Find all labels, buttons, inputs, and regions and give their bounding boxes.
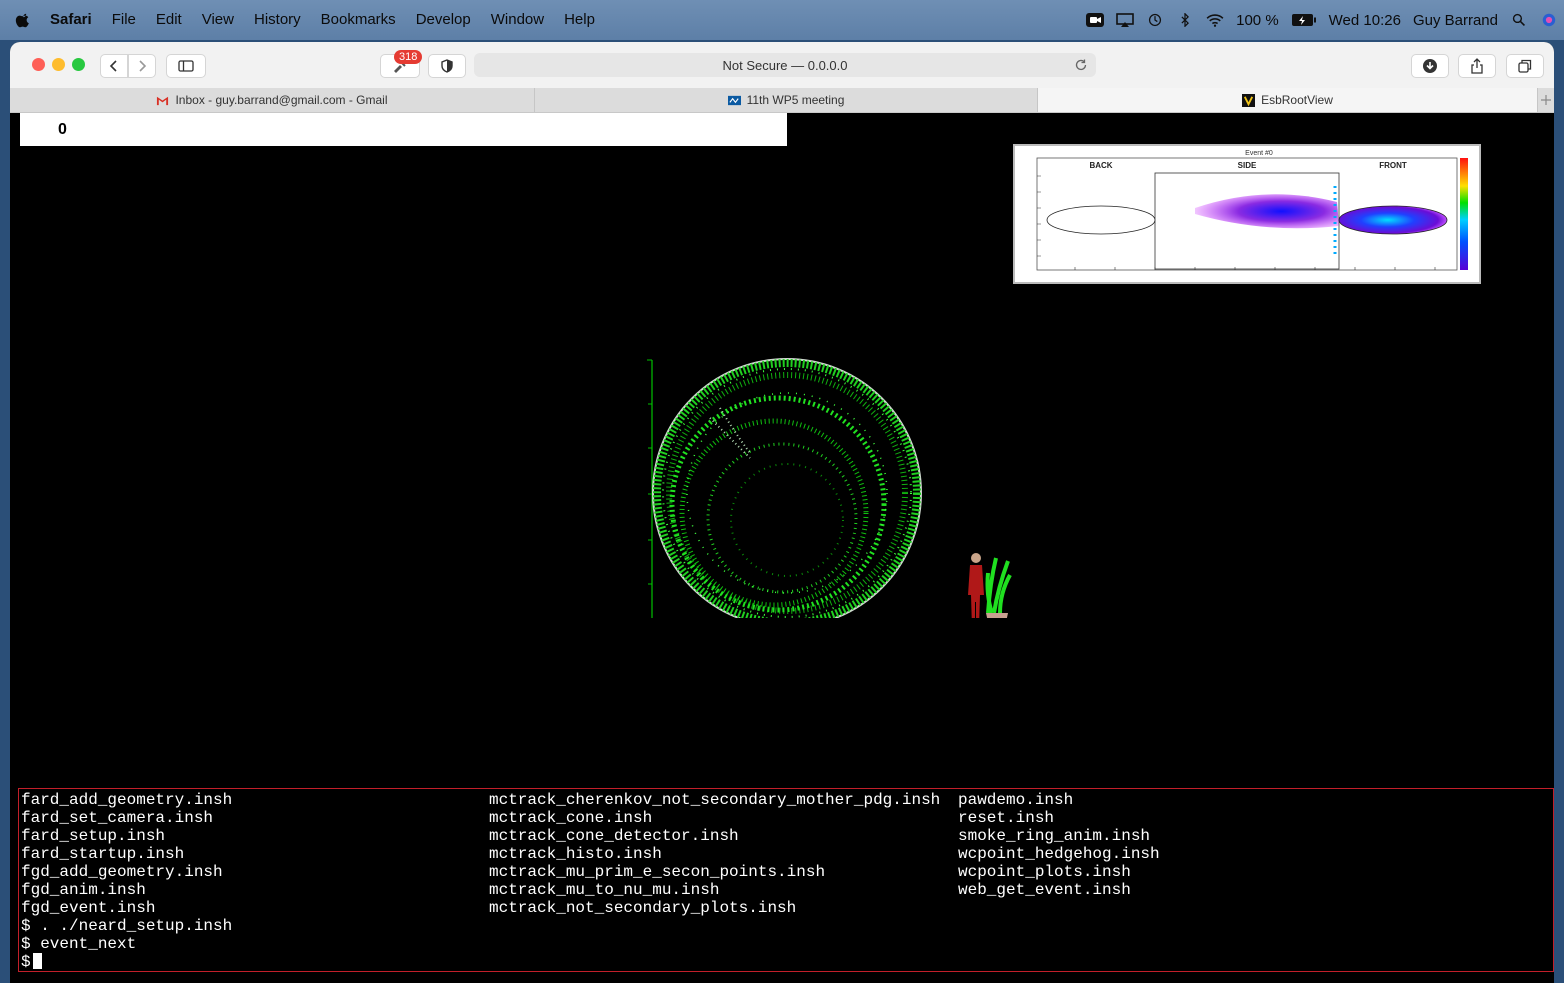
apple-icon[interactable] [14,11,32,29]
browser-toolbar: 318 Not Secure — 0.0.0.0 [10,42,1554,89]
reload-icon[interactable] [1074,58,1088,72]
menu-edit[interactable]: Edit [155,11,182,28]
terminal-file-column-2: mctrack_cherenkov_not_secondary_mother_p… [489,791,940,917]
esbrootview-icon [1242,93,1256,107]
battery-icon[interactable] [1291,13,1317,27]
file-entry: fgd_add_geometry.insh [21,863,223,881]
share-icon [1471,58,1483,74]
file-entry: mctrack_mu_to_nu_mu.insh [489,881,720,899]
terminal-prompt[interactable]: $ [21,953,232,971]
privacy-report-button[interactable] [428,54,466,78]
event-counter-field[interactable]: 0 [20,113,787,146]
browser-window: 318 Not Secure — 0.0.0.0 Inbox - guy.bar… [10,42,1554,983]
file-entry: fard_add_geometry.insh [21,791,233,809]
plus-icon [1541,95,1551,105]
prompt-symbol: $ [21,953,31,971]
address-text: Not Secure — 0.0.0.0 [722,57,848,73]
panel-front-label: FRONT [1379,161,1407,170]
tab-esbrootview-label: EsbRootView [1261,93,1333,107]
terminal-file-column-1: fard_add_geometry.insh fard_set_camera.i… [21,791,232,971]
menu-bar: Safari File Edit View History Bookmarks … [0,0,1564,40]
sidebar-button[interactable] [166,54,206,78]
tab-gmail-label: Inbox - guy.barrand@gmail.com - Gmail [175,93,388,107]
minimize-window-button[interactable] [52,58,65,71]
menu-clock[interactable]: Wed 10:26 [1328,11,1401,29]
menu-window[interactable]: Window [490,11,545,28]
event-histogram-inset[interactable]: Event #0 BACK SIDE FRONT [1013,144,1481,284]
terminal-file-column-3: pawdemo.insh reset.insh smoke_ring_anim.… [958,791,1160,899]
extension-badge: 318 [394,50,423,64]
bluetooth-icon[interactable] [1176,13,1194,27]
detector-3d-view[interactable] [560,308,1030,618]
menu-help[interactable]: Help [564,11,595,28]
human-scale-figure [968,553,984,618]
file-entry: smoke_ring_anim.insh [958,827,1151,845]
file-entry: mctrack_cone_detector.insh [489,827,739,845]
camera-icon[interactable] [1086,13,1105,27]
new-tab-button[interactable] [1538,88,1554,112]
airplay-icon[interactable] [1116,13,1134,27]
panel-back-label: BACK [1089,161,1112,170]
command-terminal[interactable]: fard_add_geometry.insh fard_set_camera.i… [18,788,1554,972]
file-entry: mctrack_not_secondary_plots.insh [489,899,797,917]
file-entry: wcpoint_plots.insh [958,863,1131,881]
history-line: $ event_next [21,935,137,953]
battery-percent: 100 % [1236,11,1279,29]
tab-wp5-meeting-label: 11th WP5 meeting [746,93,845,107]
histogram-title: Event #0 [1245,150,1273,157]
chevron-left-icon [109,60,117,72]
downloads-button[interactable] [1411,54,1449,78]
indico-icon [727,95,741,105]
viewer-page: 0 Event #0 [10,113,1554,983]
file-entry: mctrack_histo.insh [489,845,662,863]
forward-button[interactable] [128,54,156,78]
address-bar[interactable]: Not Secure — 0.0.0.0 [474,53,1096,77]
panel-side-label: SIDE [1238,161,1257,170]
gmail-icon [157,96,169,105]
tab-gmail[interactable]: Inbox - guy.barrand@gmail.com - Gmail [10,88,535,112]
siri-icon[interactable] [1540,13,1558,27]
file-entry: mctrack_cherenkov_not_secondary_mother_p… [489,791,941,809]
tab-wp5-meeting[interactable]: 11th WP5 meeting [535,88,1038,112]
menu-history[interactable]: History [253,11,301,28]
tabs-icon [1518,59,1532,73]
file-entry: web_get_event.insh [958,881,1131,899]
menu-view[interactable]: View [201,11,234,28]
time-machine-icon[interactable] [1146,13,1164,27]
tab-esbrootview[interactable]: EsbRootView [1038,88,1538,112]
menu-app-safari[interactable]: Safari [50,11,92,28]
file-entry: mctrack_mu_prim_e_secon_points.insh [489,863,826,881]
tab-bar: Inbox - guy.barrand@gmail.com - Gmail 11… [10,88,1554,113]
back-button[interactable] [100,54,128,78]
file-entry: mctrack_cone.insh [489,809,653,827]
download-icon [1423,59,1437,73]
file-entry: fard_set_camera.insh [21,809,214,827]
file-entry: fgd_event.insh [21,899,156,917]
event-histogram-plot: Event #0 BACK SIDE FRONT [1036,150,1468,271]
cherenkov-ring-hits [652,358,922,618]
shield-icon [441,59,453,73]
wifi-icon[interactable] [1206,13,1224,27]
file-entry: fgd_anim.insh [21,881,146,899]
share-button[interactable] [1458,54,1496,78]
file-entry: pawdemo.insh [958,791,1074,809]
file-entry: reset.insh [958,809,1055,827]
text-cursor [32,953,42,969]
close-window-button[interactable] [32,58,45,71]
potted-plant [985,557,1012,618]
menu-user[interactable]: Guy Barrand [1412,11,1498,29]
spotlight-search-icon[interactable] [1510,13,1528,27]
menu-bookmarks[interactable]: Bookmarks [320,11,396,28]
tab-overview-button[interactable] [1506,54,1544,78]
file-entry: wcpoint_hedgehog.insh [958,845,1160,863]
file-entry: fard_setup.insh [21,827,166,845]
file-entry: fard_startup.insh [21,845,185,863]
menu-file[interactable]: File [111,11,136,28]
history-line: $ . ./neard_setup.insh [21,917,233,935]
menu-develop[interactable]: Develop [415,11,471,28]
sidebar-icon [178,60,194,72]
chevron-right-icon [139,60,147,72]
zoom-window-button[interactable] [72,58,85,71]
